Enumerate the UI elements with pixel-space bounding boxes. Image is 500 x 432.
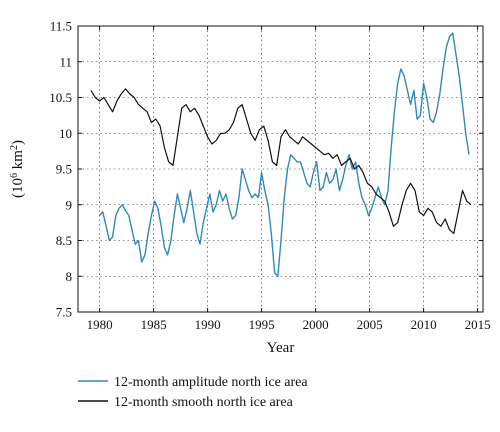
x-tick-label: 2005 — [357, 317, 383, 332]
series-line-1 — [99, 32, 470, 277]
y-axis-label-part: km — [10, 150, 26, 173]
legend-label-2: 12-month smooth north ice area — [114, 395, 294, 410]
y-tick-label: 9.5 — [56, 162, 72, 177]
y-tick-label: 8.5 — [56, 233, 72, 248]
y-axis-label-part: (10 — [10, 178, 26, 198]
axis-ticks: 1980 1985 1990 1995 2000 2005 2010 2015 7.5 8 8.5 9… — [49, 19, 490, 333]
x-tick-label: 2000 — [303, 317, 329, 332]
grid — [78, 25, 483, 313]
legend-label-1: 12-month amplitude north ice area — [114, 375, 308, 390]
y-tick-label: 10 — [59, 126, 72, 141]
x-tick-label: 1990 — [195, 317, 221, 332]
y-tick-label: 10.5 — [49, 90, 72, 105]
x-tick-label: 1985 — [141, 317, 167, 332]
y-tick-label: 7.5 — [56, 305, 72, 320]
x-tick-label: 1980 — [87, 317, 113, 332]
legend: 12-month amplitude north ice area 12-mont… — [78, 375, 308, 410]
x-tick-label: 1995 — [249, 317, 275, 332]
y-axis-label-superscript: 6 — [9, 173, 20, 178]
y-tick-label: 11.5 — [50, 19, 72, 34]
x-tick-label: 2010 — [411, 317, 437, 332]
y-axis-label-part: ) — [10, 140, 26, 145]
y-tick-label: 11 — [59, 54, 72, 69]
x-tick-label: 2015 — [465, 317, 491, 332]
series-line-2 — [90, 88, 472, 234]
y-tick-label: 9 — [66, 197, 73, 212]
series-layer — [90, 32, 472, 277]
y-tick-label: 8 — [66, 269, 73, 284]
y-axis-label-superscript: 2 — [9, 145, 20, 150]
y-axis-label: (106 km2) — [9, 140, 27, 198]
x-axis-label: Year — [267, 340, 295, 356]
